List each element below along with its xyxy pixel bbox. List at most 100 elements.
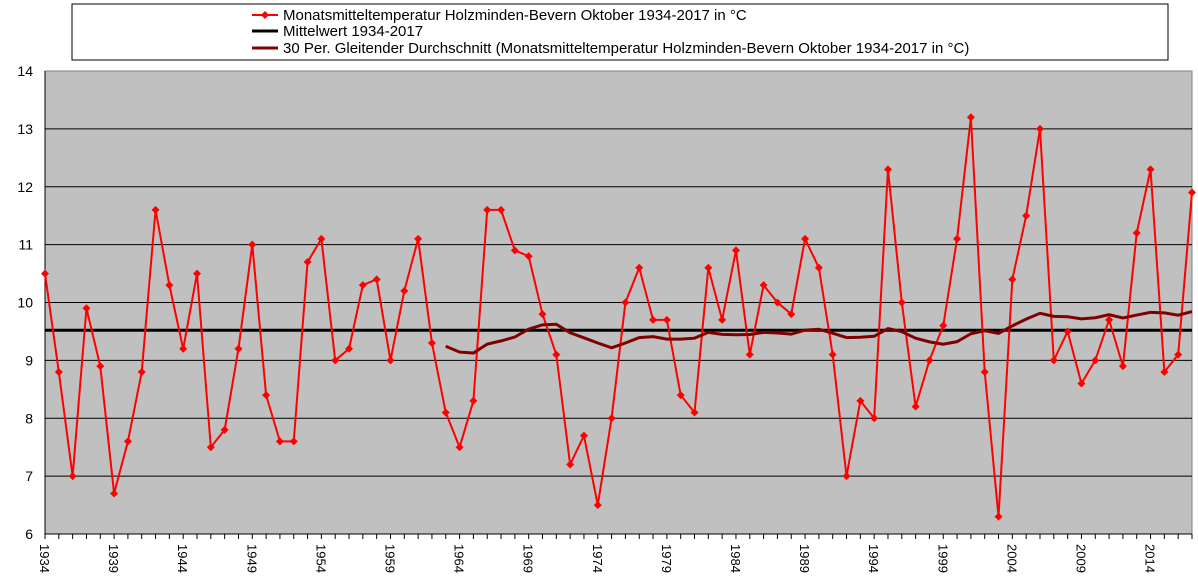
- data-point: [579, 431, 588, 440]
- data-point: [1105, 315, 1114, 324]
- x-tick-label: 1984: [728, 544, 743, 573]
- data-point: [303, 257, 312, 266]
- y-tick-label: 12: [17, 179, 33, 195]
- data-point: [358, 281, 367, 290]
- data-point: [123, 437, 132, 446]
- data-point: [248, 240, 257, 249]
- x-tick-label: 1939: [106, 544, 121, 573]
- y-tick-label: 10: [17, 295, 33, 311]
- data-point: [289, 437, 298, 446]
- data-point: [193, 269, 202, 278]
- data-point: [455, 443, 464, 452]
- data-point: [400, 286, 409, 295]
- x-tick-label: 1959: [382, 544, 397, 573]
- data-point: [372, 275, 381, 284]
- data-point: [110, 489, 119, 498]
- x-tick-label: 1944: [175, 544, 190, 573]
- data-point: [787, 310, 796, 319]
- data-point: [234, 344, 243, 353]
- legend-label-mean: Mittelwert 1934-2017: [283, 23, 423, 40]
- x-tick-label: 2009: [1073, 544, 1088, 573]
- data-point: [814, 263, 823, 272]
- data-point: [842, 472, 851, 481]
- x-tick-label: 1974: [590, 544, 605, 573]
- temperature-line: [44, 117, 1193, 517]
- data-point: [275, 437, 284, 446]
- data-point: [151, 205, 160, 214]
- data-point: [206, 443, 215, 452]
- data-point: [897, 298, 906, 307]
- data-point: [427, 339, 436, 348]
- data-point: [759, 281, 768, 290]
- data-point: [593, 501, 602, 510]
- data-point: [1035, 124, 1044, 133]
- data-point: [317, 234, 326, 243]
- x-tick-label: 2014: [1143, 544, 1158, 573]
- legend-marker-diamond-icon: [261, 11, 269, 19]
- y-tick-label: 7: [25, 468, 33, 484]
- data-point: [497, 205, 506, 214]
- data-point: [220, 425, 229, 434]
- data-point: [524, 252, 533, 261]
- y-tick-label: 6: [25, 526, 33, 542]
- data-point: [856, 396, 865, 405]
- data-point: [1174, 350, 1183, 359]
- data-point: [54, 367, 63, 376]
- data-point: [1132, 229, 1141, 238]
- data-point: [1008, 275, 1017, 284]
- data-point: [1049, 356, 1058, 365]
- data-point: [96, 362, 105, 371]
- data-point: [731, 246, 740, 255]
- data-point: [1146, 165, 1155, 174]
- data-point: [925, 356, 934, 365]
- x-tick-label: 2004: [1004, 544, 1019, 573]
- y-tick-label: 14: [17, 63, 33, 79]
- legend: Monatsmitteltemperatur Holzminden-Bevern…: [71, 3, 1169, 61]
- data-point: [883, 165, 892, 174]
- data-point: [939, 321, 948, 330]
- data-point: [1022, 211, 1031, 220]
- moving-average-line: [445, 310, 1193, 355]
- data-point: [801, 234, 810, 243]
- data-point: [1077, 379, 1086, 388]
- data-point: [566, 460, 575, 469]
- data-point: [635, 263, 644, 272]
- data-point: [1188, 188, 1196, 197]
- data-point: [82, 304, 91, 313]
- data-point: [980, 367, 989, 376]
- data-point: [179, 344, 188, 353]
- data-point: [870, 414, 879, 423]
- data-point: [441, 408, 450, 417]
- x-tick-label: 1969: [521, 544, 536, 573]
- data-point: [953, 234, 962, 243]
- data-point: [1063, 327, 1072, 336]
- data-point: [621, 298, 630, 307]
- x-tick-label: 1989: [797, 544, 812, 573]
- x-tick-label: 1994: [866, 544, 881, 573]
- data-point: [1160, 367, 1169, 376]
- data-point: [1118, 362, 1127, 371]
- data-point: [1091, 356, 1100, 365]
- y-tick-label: 9: [25, 352, 33, 368]
- x-tick-label: 1949: [244, 544, 259, 573]
- y-tick-label: 13: [17, 121, 33, 137]
- data-point: [607, 414, 616, 423]
- legend-label-temperature: Monatsmitteltemperatur Holzminden-Bevern…: [283, 7, 747, 24]
- data-point: [704, 263, 713, 272]
- data-point: [469, 396, 478, 405]
- data-point: [538, 310, 547, 319]
- data-point: [483, 205, 492, 214]
- data-point: [414, 234, 423, 243]
- data-point: [966, 113, 975, 122]
- data-point: [68, 472, 77, 481]
- x-tick-label: 1954: [313, 544, 328, 573]
- data-point: [552, 350, 561, 359]
- data-point: [262, 391, 271, 400]
- data-point: [649, 315, 658, 324]
- data-point: [41, 269, 49, 278]
- data-point: [676, 391, 685, 400]
- data-point: [690, 408, 699, 417]
- data-point: [331, 356, 340, 365]
- x-tick-label: 1964: [452, 544, 467, 573]
